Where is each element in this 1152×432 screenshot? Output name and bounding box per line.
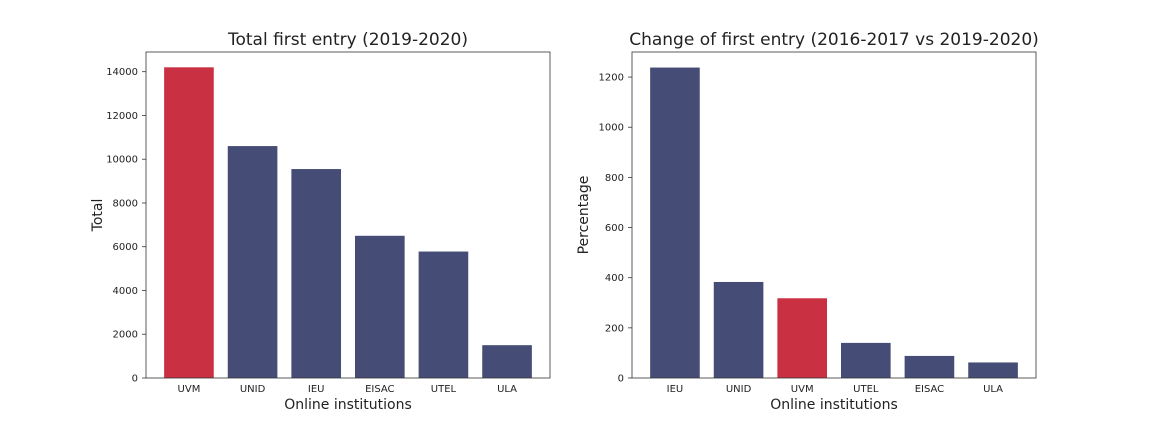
y-tick-label: 8000	[113, 198, 138, 209]
x-tick-label: UVM	[178, 384, 201, 395]
bar-ula	[968, 362, 1018, 378]
x-axis-label: Online institutions	[770, 397, 898, 413]
chart-total-first-entry: UVM UNID IEU EISAC UTEL ULA 0 2000 4000 6000 8000 1…	[90, 30, 551, 413]
axes-frame	[145, 51, 551, 379]
y-tick-label: 600	[605, 223, 624, 234]
y-axis-label: Percentage	[576, 176, 592, 255]
y-axis-label: Total	[90, 199, 106, 233]
bar-utel	[418, 251, 469, 378]
chart-title: Change of first entry (2016-2017 vs 2019…	[629, 30, 1039, 50]
x-tick-label: IEU	[308, 384, 325, 395]
chart-title: Total first entry (2019-2020)	[227, 30, 468, 50]
y-tick-label: 0	[132, 374, 138, 385]
y-tick-label: 400	[605, 273, 624, 284]
bar-eisac	[904, 355, 955, 378]
x-tick-label: UNID	[240, 384, 266, 395]
x-tick-label: UVM	[791, 384, 814, 395]
x-tick-label: UTEL	[853, 384, 879, 395]
y-tick-label: 800	[605, 173, 624, 184]
y-tick-label: 10000	[106, 155, 138, 166]
bar-unid	[227, 146, 278, 378]
bar-ula	[482, 345, 532, 378]
y-tick-label: 14000	[106, 67, 138, 78]
bar-eisac	[355, 235, 405, 378]
x-axis-label: Online institutions	[284, 397, 412, 413]
y-tick-label: 1000	[599, 123, 624, 134]
axes-frame	[631, 51, 1037, 379]
bar-utel	[841, 342, 891, 378]
y-tick-label: 6000	[113, 242, 138, 253]
y-tick-label: 2000	[113, 330, 138, 341]
bar-uvm	[164, 67, 214, 378]
bar-unid	[713, 281, 764, 378]
y-tick-label: 4000	[113, 286, 138, 297]
x-tick-label: EISAC	[365, 384, 394, 395]
y-tick-label: 12000	[106, 111, 138, 122]
x-tick-label: IEU	[667, 384, 684, 395]
y-tick-label: 1200	[599, 73, 624, 84]
bar-ieu	[291, 169, 342, 378]
bar-ieu	[650, 67, 700, 379]
chart-change-first-entry: IEU UNID UVM UTEL EISAC ULA 0 200 400 600 800 1000 1…	[576, 30, 1039, 413]
x-tick-label: UTEL	[431, 384, 457, 395]
x-tick-label: ULA	[983, 384, 1003, 395]
x-tick-label: ULA	[497, 384, 517, 395]
y-tick-label: 200	[605, 323, 624, 334]
y-tick-label: 0	[618, 374, 624, 385]
bar-uvm	[777, 298, 828, 378]
x-tick-label: UNID	[726, 384, 752, 395]
x-tick-label: EISAC	[915, 384, 944, 395]
